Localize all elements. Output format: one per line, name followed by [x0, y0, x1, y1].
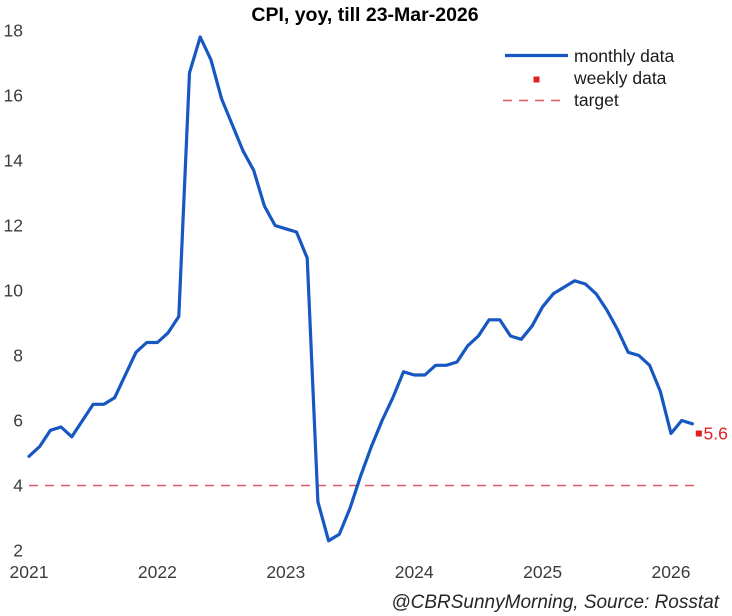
y-tick-label: 6: [13, 411, 23, 431]
weekly-data-point: [695, 430, 702, 437]
legend-target-label: target: [574, 90, 619, 110]
x-axis-tick-labels: 2021 2022 2023 2024 2025 2026: [10, 562, 691, 582]
legend-weekly-label: weekly data: [573, 68, 667, 88]
monthly-data-line: [27, 35, 694, 543]
y-tick-label: 12: [4, 216, 23, 236]
x-tick-label: 2024: [395, 562, 434, 582]
chart-title: CPI, yoy, till 23-Mar-2026: [251, 4, 478, 26]
y-tick-label: 8: [13, 346, 23, 366]
y-tick-label: 2: [13, 541, 23, 561]
y-tick-label: 14: [4, 151, 24, 171]
y-tick-label: 4: [13, 476, 23, 496]
x-tick-label: 2026: [652, 562, 691, 582]
weekly-marker-swatch: [533, 76, 540, 83]
x-tick-label: 2023: [266, 562, 305, 582]
x-tick-label: 2022: [138, 562, 177, 582]
weekly-value-label: 5.6: [704, 424, 728, 444]
y-axis-tick-labels: 2 4 6 8 10 12 14 16 18: [4, 21, 24, 561]
y-tick-label: 10: [4, 281, 24, 301]
attribution: @CBRSunnyMorning, Source: Rosstat: [391, 592, 719, 613]
legend: monthly data weekly data target: [503, 46, 674, 110]
y-tick-label: 16: [4, 86, 23, 106]
y-tick-label: 18: [4, 21, 23, 41]
x-tick-label: 2025: [523, 562, 562, 582]
legend-monthly-label: monthly data: [574, 46, 674, 66]
x-tick-label: 2021: [10, 562, 49, 582]
